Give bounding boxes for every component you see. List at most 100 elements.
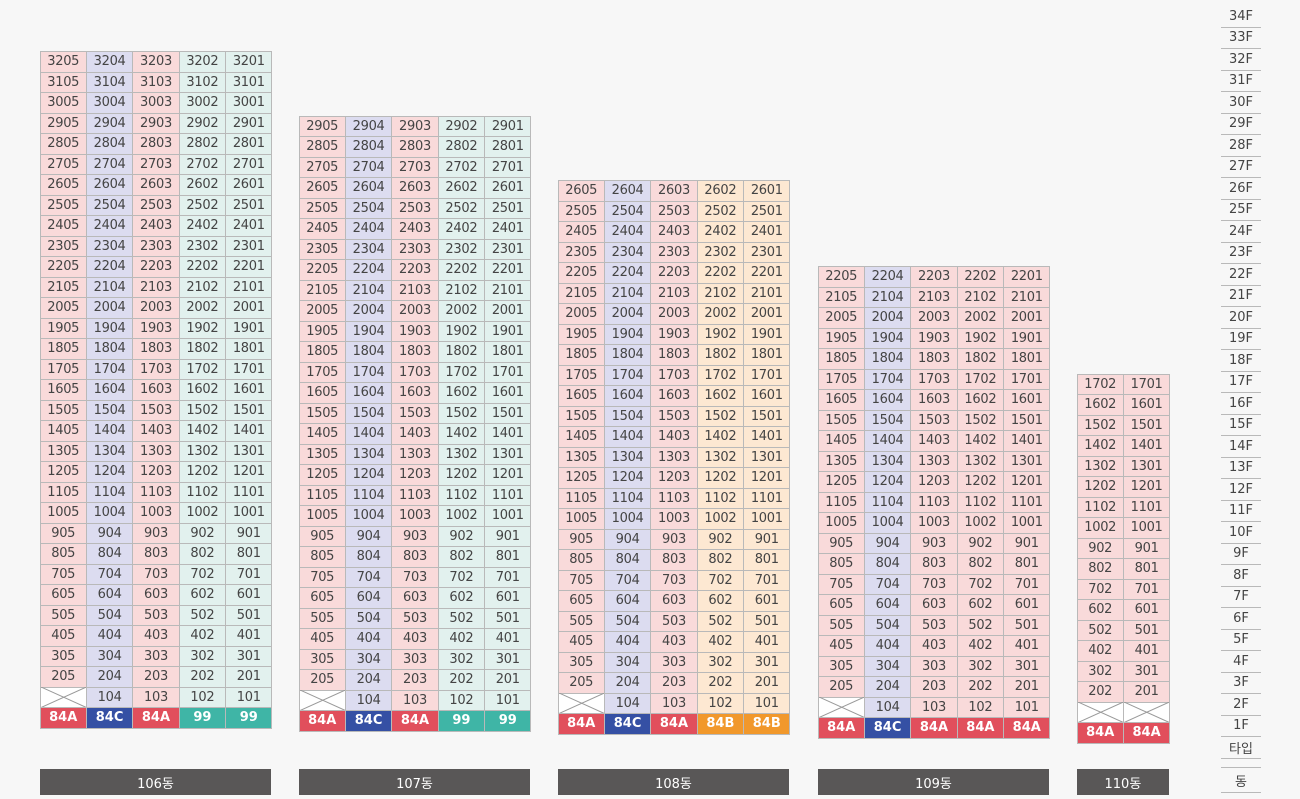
unit-cell: 1205 xyxy=(39,461,87,483)
floor-label: 15F xyxy=(1221,415,1261,436)
unit-cell: 901 xyxy=(1003,532,1051,554)
unit-cell: 601 xyxy=(484,587,532,609)
unit-cell: 2105 xyxy=(557,282,605,304)
floor-label: 25F xyxy=(1221,200,1261,221)
unit-cell: 2803 xyxy=(132,133,180,155)
unit-cell: 704 xyxy=(603,569,652,591)
unit-cell: 303 xyxy=(650,651,698,673)
unit-cell: 2502 xyxy=(696,200,745,222)
unit-cell: 1703 xyxy=(650,364,698,386)
unit-cell: 703 xyxy=(132,563,180,585)
unit-type-badge: 84A xyxy=(391,710,439,732)
unit-cell: 2305 xyxy=(298,238,346,260)
unit-cell: 402 xyxy=(696,631,745,653)
unit-cell: 103 xyxy=(132,686,180,708)
unit-cell: 1802 xyxy=(956,348,1005,370)
unit-cell: 1401 xyxy=(743,426,791,448)
unit-cell: 3001 xyxy=(225,92,273,114)
unit-cell: 1303 xyxy=(391,443,439,465)
building-name-bar: 107동 xyxy=(299,769,530,795)
unit-cell: 703 xyxy=(391,566,439,588)
unit-cell: 1304 xyxy=(603,446,652,468)
unit-cell: 2501 xyxy=(225,194,273,216)
unit-cell: 2104 xyxy=(863,286,912,308)
unit-cell: 604 xyxy=(344,587,393,609)
unit-cell: 203 xyxy=(132,666,180,688)
unit-cell: 2404 xyxy=(85,215,134,237)
unit-cell: 2103 xyxy=(650,282,698,304)
floor-label: 6F xyxy=(1221,608,1261,630)
unit-cell: 2904 xyxy=(344,115,393,137)
unit-cell: 1305 xyxy=(39,440,87,462)
unit-cell: 2801 xyxy=(225,133,273,155)
unit-cell: 3202 xyxy=(178,51,227,73)
unit-type-badge: 84A xyxy=(557,713,605,735)
floor-label: 23F xyxy=(1221,243,1261,264)
unit-cell: 1401 xyxy=(1122,435,1171,457)
unit-cell: 1003 xyxy=(132,502,180,524)
unit-cell: 301 xyxy=(1122,660,1171,682)
unit-type-badge: 84A xyxy=(650,713,698,735)
unit-cell: 3005 xyxy=(39,92,87,114)
unit-cell: 2304 xyxy=(344,238,393,260)
floor-label: 32F xyxy=(1221,49,1261,71)
unit-cell: 1501 xyxy=(225,399,273,421)
unit-cell: 802 xyxy=(1076,558,1124,580)
unit-cell: 2005 xyxy=(557,303,605,325)
unit-cell: 2201 xyxy=(743,262,791,284)
empty-unit-cell xyxy=(557,692,605,714)
unit-cell: 1904 xyxy=(863,327,912,349)
unit-cell: 1704 xyxy=(863,368,912,390)
unit-cell: 1204 xyxy=(344,464,393,486)
unit-cell: 1102 xyxy=(178,481,227,503)
unit-cell: 1003 xyxy=(650,508,698,530)
floor-label: 30F xyxy=(1221,92,1261,114)
unit-cell: 1601 xyxy=(1122,394,1171,416)
unit-cell: 3101 xyxy=(225,71,273,93)
unit-type-badge: 84B xyxy=(743,713,791,735)
unit-cell: 503 xyxy=(132,604,180,626)
unit-cell: 1901 xyxy=(484,320,532,342)
unit-cell: 1405 xyxy=(298,423,346,445)
unit-cell: 2302 xyxy=(696,241,745,263)
floor-label: 21F xyxy=(1221,286,1261,307)
unit-cell: 2305 xyxy=(557,241,605,263)
unit-cell: 1802 xyxy=(437,341,486,363)
unit-cell: 402 xyxy=(178,625,227,647)
unit-cell: 303 xyxy=(910,655,958,677)
unit-cell: 1503 xyxy=(132,399,180,421)
unit-type-badge: 84A xyxy=(1076,722,1124,744)
unit-cell: 2403 xyxy=(132,215,180,237)
unit-cell: 104 xyxy=(863,696,912,718)
unit-cell: 1604 xyxy=(344,382,393,404)
unit-cell: 1801 xyxy=(225,338,273,360)
unit-cell: 502 xyxy=(437,607,486,629)
unit-cell: 2701 xyxy=(225,153,273,175)
unit-cell: 2902 xyxy=(437,115,486,137)
unit-cell: 1501 xyxy=(743,405,791,427)
unit-cell: 2202 xyxy=(437,259,486,281)
unit-cell: 1104 xyxy=(603,487,652,509)
unit-cell: 2502 xyxy=(437,197,486,219)
unit-cell: 2805 xyxy=(298,136,346,158)
unit-cell: 403 xyxy=(650,631,698,653)
unit-cell: 2802 xyxy=(437,136,486,158)
unit-cell: 1004 xyxy=(863,512,912,534)
unit-cell: 2002 xyxy=(178,297,227,319)
unit-cell: 2301 xyxy=(743,241,791,263)
unit-cell: 505 xyxy=(817,614,865,636)
unit-cell: 504 xyxy=(344,607,393,629)
unit-cell: 402 xyxy=(1076,640,1124,662)
unit-cell: 2905 xyxy=(39,112,87,134)
unit-cell: 1203 xyxy=(650,467,698,489)
floor-label: 7F xyxy=(1221,587,1261,608)
building-0: 3205 3204 3203 3202 3201 3105 3104 3103 3102 3101… xyxy=(39,51,273,729)
unit-cell: 1701 xyxy=(225,358,273,380)
unit-cell: 1901 xyxy=(743,323,791,345)
unit-cell: 2203 xyxy=(650,262,698,284)
unit-cell: 2005 xyxy=(298,300,346,322)
unit-cell: 101 xyxy=(743,692,791,714)
unit-cell: 2504 xyxy=(85,194,134,216)
unit-cell: 803 xyxy=(650,549,698,571)
unit-cell: 203 xyxy=(650,672,698,694)
